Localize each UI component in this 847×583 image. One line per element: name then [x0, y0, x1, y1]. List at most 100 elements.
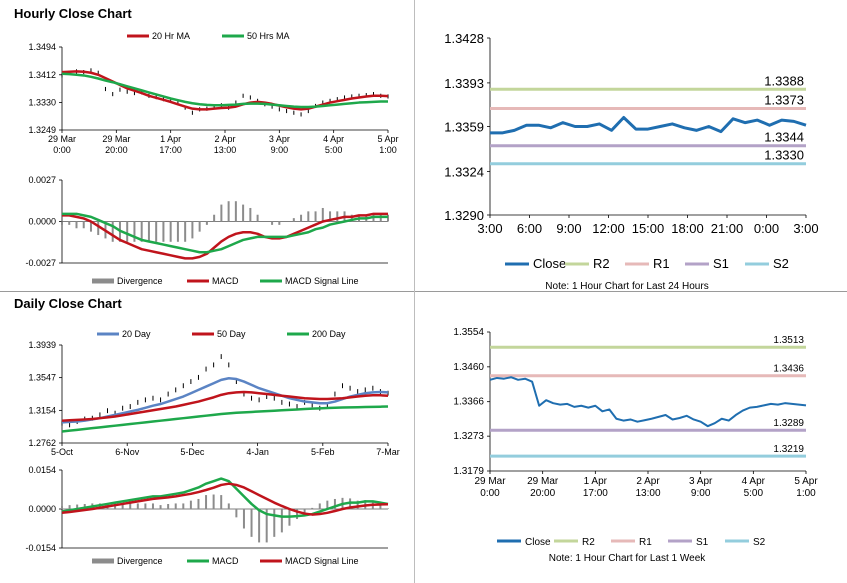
hourly-pivot-level-label-S2: 1.3330	[764, 148, 804, 163]
daily-macd-signal-line	[61, 482, 389, 516]
hourly-price-xtick-label: 0:00	[53, 145, 71, 155]
daily-macd-ytick-label: 0.0000	[28, 504, 56, 514]
daily-pivot-xtick-label: 17:00	[583, 488, 608, 499]
daily-price-xtick-label: 5-Dec	[180, 447, 205, 457]
hourly-price-xtick-label: 5:00	[325, 145, 343, 155]
daily-pivot-ytick-label: 1.3273	[453, 431, 484, 442]
daily-pivot-xtick-label: 0:00	[480, 488, 500, 499]
daily-pivot-ytick-label: 1.3366	[453, 397, 484, 408]
hourly-macd-ytick-label: -0.0027	[25, 258, 56, 268]
daily-pivot-xtick-label: 9:00	[691, 488, 711, 499]
hourly-pivot-xtick-label: 18:00	[671, 221, 704, 236]
daily-pivot-xtick-label: 1 Apr	[584, 476, 608, 487]
daily-macd-ytick-label: -0.0154	[25, 543, 56, 553]
daily-price-xtick-label: 4-Jan	[246, 447, 269, 457]
daily-price-ytick-label: 1.3939	[28, 340, 56, 350]
hourly-pivot-close-line	[490, 116, 807, 135]
hourly-macd-ytick-label: 0.0000	[28, 217, 56, 227]
hourly-pivot-level-label-R1: 1.3373	[764, 93, 804, 108]
daily-macd-macd-line	[61, 477, 389, 518]
daily-price-ytick-label: 1.3154	[28, 405, 56, 415]
daily-price-ma50	[61, 390, 389, 422]
daily-pivot-legend-label-S1: S1	[696, 537, 709, 548]
hourly-price-xtick-label: 29 Mar	[48, 134, 76, 144]
hourly-pivot-legend-label-S1: S1	[713, 256, 729, 271]
daily-price-xtick-label: 7-Mar	[376, 447, 400, 457]
daily-price-ma20	[61, 376, 389, 424]
daily-macd-ytick-label: 0.0154	[28, 465, 56, 475]
hourly-price-ytick-label: 1.3412	[28, 70, 56, 80]
hourly-pivot-legend-label-S2: S2	[773, 256, 789, 271]
daily-pivot-ytick-label: 1.3179	[453, 466, 484, 477]
hourly-price-xtick-label: 29 Mar	[102, 134, 130, 144]
hourly-pivot-xtick-label: 15:00	[632, 221, 665, 236]
hourly-price-xtick-label: 9:00	[271, 145, 289, 155]
hourly-pivot-xtick-label: 3:00	[477, 221, 502, 236]
daily-macd-legend-0-label: Divergence	[117, 556, 163, 566]
daily-pivot-xtick-label: 13:00	[635, 488, 660, 499]
daily-pivot-xtick-label: 2 Apr	[636, 476, 660, 487]
daily-pivot-xtick-label: 4 Apr	[742, 476, 766, 487]
hourly-price-xtick-label: 4 Apr	[323, 134, 344, 144]
daily-price-legend-ma50-label: 50 Day	[217, 329, 246, 339]
daily-pivot-level-label-R2: 1.3513	[773, 335, 804, 346]
daily-price-xtick-label: 5-Feb	[311, 447, 335, 457]
daily-price-legend-ma200-label: 200 Day	[312, 329, 346, 339]
hourly-price-ma50	[61, 72, 388, 109]
daily-pivot-xtick-label: 29 Mar	[527, 476, 559, 487]
hourly-price-legend-ma20-label: 20 Hr MA	[152, 31, 190, 41]
hourly-chart-title: Hourly Close Chart	[14, 6, 132, 21]
section-divider	[0, 291, 847, 292]
hourly-pivot-ytick-label: 1.3324	[444, 164, 484, 179]
hourly-price-xtick-label: 2 Apr	[214, 134, 235, 144]
hourly-price-legend-ma50-label: 50 Hrs MA	[247, 31, 290, 41]
hourly-pivot-xtick-label: 9:00	[556, 221, 581, 236]
daily-pivot-ytick-label: 1.3554	[453, 327, 484, 338]
hourly-price-ytick-label: 1.3249	[28, 125, 56, 135]
daily-price-xtick-label: 6-Nov	[115, 447, 140, 457]
daily-pivot-xtick-label: 5:00	[744, 488, 764, 499]
hourly-pivot-legend-label-Close: Close	[533, 256, 566, 271]
hourly-price-xtick-label: 20:00	[105, 145, 128, 155]
daily-pivot-xtick-label: 1:00	[796, 488, 816, 499]
daily-pivot-level-label-S1: 1.3289	[773, 418, 804, 429]
daily-price-legend-ma20-label: 20 Day	[122, 329, 151, 339]
hourly-macd-ytick-label: 0.0027	[28, 175, 56, 185]
hourly-pivot-ytick-label: 1.3290	[444, 208, 484, 223]
daily-price-xtick-label: 5-Oct	[51, 447, 74, 457]
hourly-pivot-level-label-S1: 1.3344	[764, 130, 804, 145]
daily-pivot-legend-label-Close: Close	[525, 537, 551, 548]
daily-pivot-legend-label-S2: S2	[753, 537, 766, 548]
daily-pivot-xtick-label: 3 Apr	[689, 476, 713, 487]
left-panel-border	[0, 0, 415, 583]
daily-price-ytick-label: 1.3547	[28, 373, 56, 383]
hourly-price-xtick-label: 13:00	[214, 145, 237, 155]
daily-price-ytick-label: 1.2762	[28, 438, 56, 448]
hourly-pivot-ytick-label: 1.3428	[444, 31, 484, 46]
daily-pivot-level-label-S2: 1.3219	[773, 444, 804, 455]
hourly-pivot-legend-label-R2: R2	[593, 256, 610, 271]
daily-pivot-ytick-label: 1.3460	[453, 362, 484, 373]
daily-chart-title: Daily Close Chart	[14, 296, 122, 311]
hourly-macd-macd-line	[62, 212, 388, 260]
daily-macd-legend-2-label: MACD Signal Line	[285, 556, 359, 566]
daily-macd-legend-1-label: MACD	[212, 556, 239, 566]
daily-pivot-legend-label-R1: R1	[639, 537, 652, 548]
hourly-pivot-ytick-label: 1.3393	[444, 76, 484, 91]
hourly-macd-signal-line	[62, 212, 388, 254]
hourly-price-xtick-label: 5 Apr	[377, 134, 398, 144]
hourly-pivot-xtick-label: 6:00	[517, 221, 542, 236]
daily-price-ma200	[61, 405, 389, 433]
daily-pivot-note: Note: 1 Hour Chart for Last 1 Week	[549, 553, 707, 564]
hourly-macd-legend-2-label: MACD Signal Line	[285, 276, 359, 286]
hourly-pivot-xtick-label: 12:00	[592, 221, 625, 236]
hourly-price-xtick-label: 1 Apr	[160, 134, 181, 144]
daily-pivot-legend-label-R2: R2	[582, 537, 595, 548]
daily-pivot-xtick-label: 29 Mar	[474, 476, 506, 487]
hourly-pivot-note: Note: 1 Hour Chart for Last 24 Hours	[545, 281, 708, 292]
hourly-price-xtick-label: 3 Apr	[269, 134, 290, 144]
hourly-pivot-legend-label-R1: R1	[653, 256, 670, 271]
hourly-price-xtick-label: 17:00	[159, 145, 182, 155]
hourly-pivot-ytick-label: 1.3359	[444, 120, 484, 135]
